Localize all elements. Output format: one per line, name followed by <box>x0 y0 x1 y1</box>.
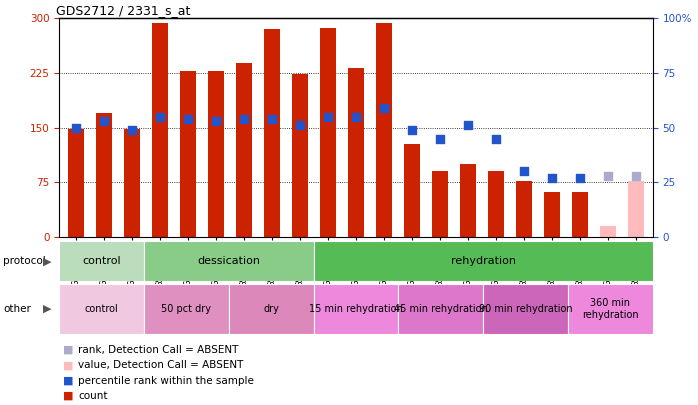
Point <box>70 124 82 131</box>
Text: ■: ■ <box>63 360 73 370</box>
Bar <box>68 129 84 237</box>
Text: 360 min
rehydration: 360 min rehydration <box>582 298 639 320</box>
Point <box>239 115 250 122</box>
Text: control: control <box>82 256 121 266</box>
Point <box>630 173 641 179</box>
Bar <box>483 284 568 334</box>
Point <box>574 175 586 181</box>
Text: 15 min rehydration: 15 min rehydration <box>309 304 403 314</box>
Point <box>295 122 306 129</box>
Bar <box>59 284 144 334</box>
Bar <box>376 23 392 237</box>
Bar <box>460 164 475 237</box>
Bar <box>404 144 419 237</box>
Bar <box>320 28 336 237</box>
Bar <box>488 171 503 237</box>
Bar <box>600 226 616 237</box>
Text: 45 min rehydration: 45 min rehydration <box>394 304 488 314</box>
Point <box>378 104 389 111</box>
Bar <box>292 74 308 237</box>
Text: count: count <box>78 391 107 401</box>
Bar <box>628 181 644 237</box>
Text: other: other <box>3 304 31 314</box>
Point <box>267 115 278 122</box>
Point <box>98 118 110 124</box>
Text: percentile rank within the sample: percentile rank within the sample <box>78 375 254 386</box>
Text: ■: ■ <box>63 345 73 355</box>
Text: GDS2712 / 2331_s_at: GDS2712 / 2331_s_at <box>57 4 191 17</box>
Bar <box>348 68 364 237</box>
Bar <box>399 284 483 334</box>
Bar <box>572 192 588 237</box>
Bar <box>229 284 313 334</box>
Bar <box>209 71 224 237</box>
Point <box>602 173 614 179</box>
Text: ▶: ▶ <box>43 304 52 314</box>
Point <box>490 135 501 142</box>
Point <box>350 113 362 120</box>
Bar <box>124 129 140 237</box>
Point <box>322 113 334 120</box>
Bar <box>96 113 112 237</box>
Point <box>154 113 165 120</box>
Bar <box>144 284 229 334</box>
Point <box>182 115 193 122</box>
Bar <box>237 64 252 237</box>
Point <box>211 118 222 124</box>
Bar <box>144 241 313 281</box>
Bar <box>432 171 447 237</box>
Point <box>434 135 445 142</box>
Text: ■: ■ <box>63 375 73 386</box>
Text: control: control <box>85 304 119 314</box>
Point <box>126 126 138 133</box>
Bar <box>59 241 144 281</box>
Bar <box>180 71 195 237</box>
Point <box>519 168 530 175</box>
Bar <box>265 29 280 237</box>
Point <box>406 126 417 133</box>
Point <box>547 175 558 181</box>
Text: dry: dry <box>263 304 279 314</box>
Text: rank, Detection Call = ABSENT: rank, Detection Call = ABSENT <box>78 345 239 355</box>
Text: protocol: protocol <box>3 256 46 266</box>
Text: ■: ■ <box>63 391 73 401</box>
Bar <box>544 192 560 237</box>
Point <box>462 122 473 129</box>
Text: 90 min rehydration: 90 min rehydration <box>479 304 572 314</box>
Text: dessication: dessication <box>198 256 260 266</box>
Text: 50 pct dry: 50 pct dry <box>161 304 211 314</box>
Text: ▶: ▶ <box>43 256 52 266</box>
Bar <box>517 181 532 237</box>
Bar <box>313 284 399 334</box>
Text: rehydration: rehydration <box>451 256 516 266</box>
Text: value, Detection Call = ABSENT: value, Detection Call = ABSENT <box>78 360 244 370</box>
Bar <box>568 284 653 334</box>
Bar <box>152 23 168 237</box>
Bar <box>313 241 653 281</box>
